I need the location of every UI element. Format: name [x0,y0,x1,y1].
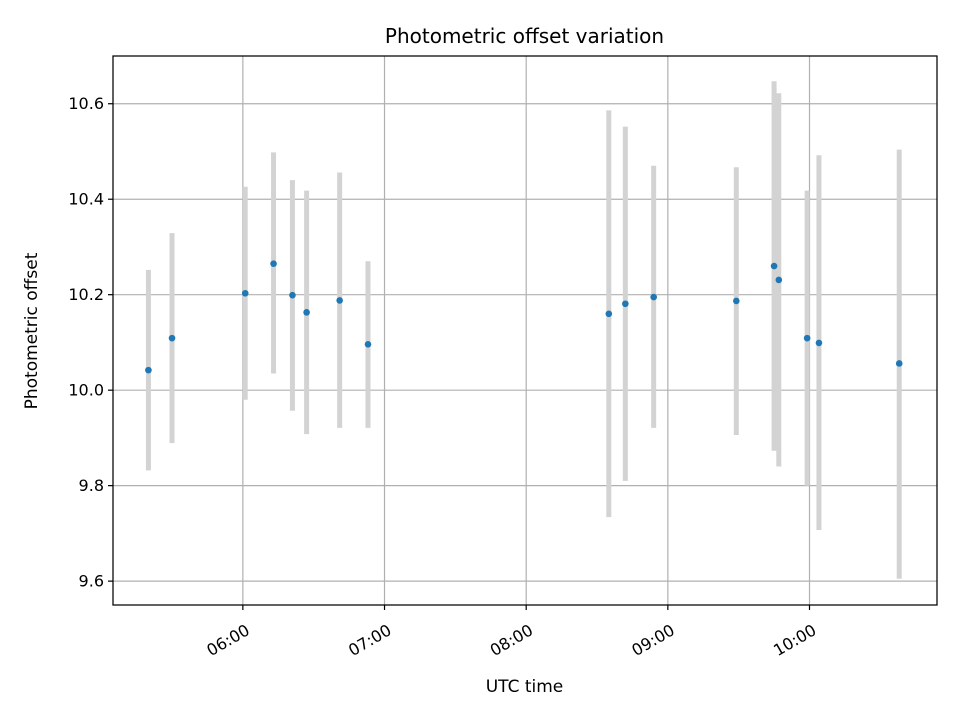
data-point [650,293,657,301]
data-point [733,297,740,305]
y-tick-label: 10.6 [68,94,104,113]
data-point [605,310,613,318]
data-point [289,291,296,299]
data-points [145,260,903,374]
data-point [803,334,811,342]
data-point [145,366,152,374]
y-tick-label: 9.6 [79,572,104,591]
data-point [622,300,629,308]
y-tick-label: 10.2 [68,285,104,304]
data-point [168,334,176,342]
y-tick-label: 10.4 [68,190,104,209]
data-point [815,339,823,347]
data-point [775,276,783,284]
data-point [895,360,903,367]
data-point [770,262,778,270]
data-point [241,289,249,297]
data-point [303,309,310,316]
y-tick-label: 9.8 [79,476,104,495]
chart-title: Photometric offset variation [385,24,664,48]
x-axis-label: UTC time [486,677,564,697]
data-point [336,297,343,304]
data-point [364,341,372,348]
data-point [270,260,277,267]
y-tick-label: 10.0 [68,381,104,400]
y-axis-label: Photometric offset [22,252,42,409]
plot-frame [112,55,938,606]
